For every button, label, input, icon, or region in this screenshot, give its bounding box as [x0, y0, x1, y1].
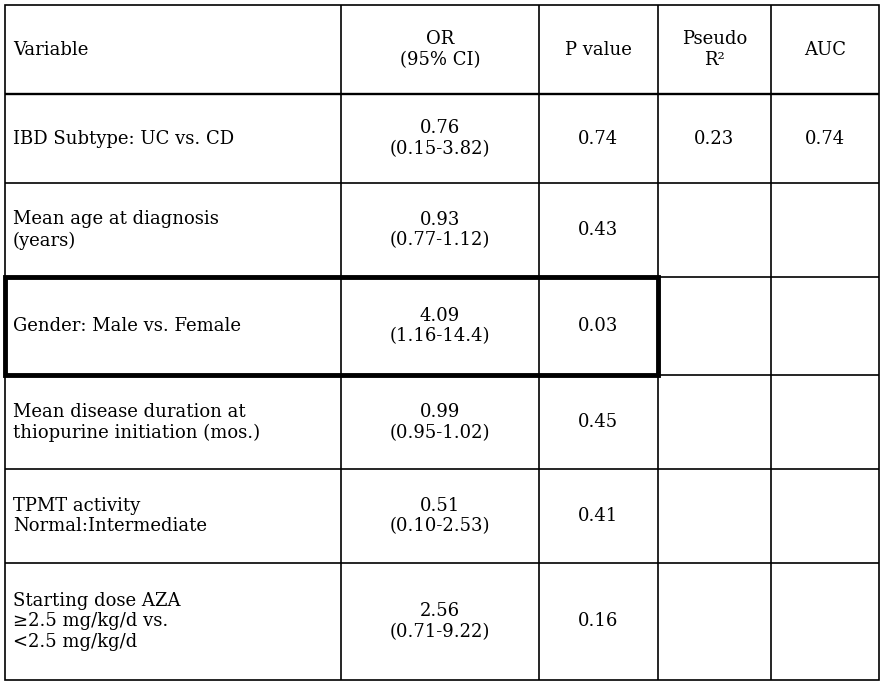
Text: TPMT activity
Normal:Intermediate: TPMT activity Normal:Intermediate [13, 497, 207, 536]
Text: 0.93
(0.77-1.12): 0.93 (0.77-1.12) [390, 210, 491, 249]
Text: 0.76
(0.15-3.82): 0.76 (0.15-3.82) [390, 119, 491, 158]
Text: Starting dose AZA
≥2.5 mg/kg/d vs.
<2.5 mg/kg/d: Starting dose AZA ≥2.5 mg/kg/d vs. <2.5 … [13, 592, 180, 651]
Text: Mean age at diagnosis
(years): Mean age at diagnosis (years) [13, 210, 219, 249]
Text: 0.99
(0.95-1.02): 0.99 (0.95-1.02) [390, 403, 491, 442]
Text: 2.56
(0.71-9.22): 2.56 (0.71-9.22) [390, 602, 491, 640]
Text: Mean disease duration at
thiopurine initiation (mos.): Mean disease duration at thiopurine init… [13, 403, 260, 442]
Text: OR
(95% CI): OR (95% CI) [400, 30, 480, 69]
Text: 0.51
(0.10-2.53): 0.51 (0.10-2.53) [390, 497, 491, 536]
Text: 0.74: 0.74 [805, 129, 845, 147]
Text: 0.45: 0.45 [578, 413, 618, 431]
Text: P value: P value [565, 40, 632, 58]
Text: Variable: Variable [13, 40, 88, 58]
Text: 0.43: 0.43 [578, 221, 618, 239]
Text: AUC: AUC [804, 40, 846, 58]
Text: 0.23: 0.23 [694, 129, 735, 147]
Text: Pseudo
R²: Pseudo R² [682, 30, 747, 69]
Text: Gender: Male vs. Female: Gender: Male vs. Female [13, 317, 241, 335]
Text: 4.09
(1.16-14.4): 4.09 (1.16-14.4) [390, 307, 491, 345]
Bar [5, 277, 658, 375]
Text: 0.03: 0.03 [578, 317, 619, 335]
Text: IBD Subtype: UC vs. CD: IBD Subtype: UC vs. CD [13, 129, 234, 147]
Text: 0.74: 0.74 [578, 129, 618, 147]
Text: 0.16: 0.16 [578, 612, 619, 630]
Text: 0.41: 0.41 [578, 507, 618, 525]
